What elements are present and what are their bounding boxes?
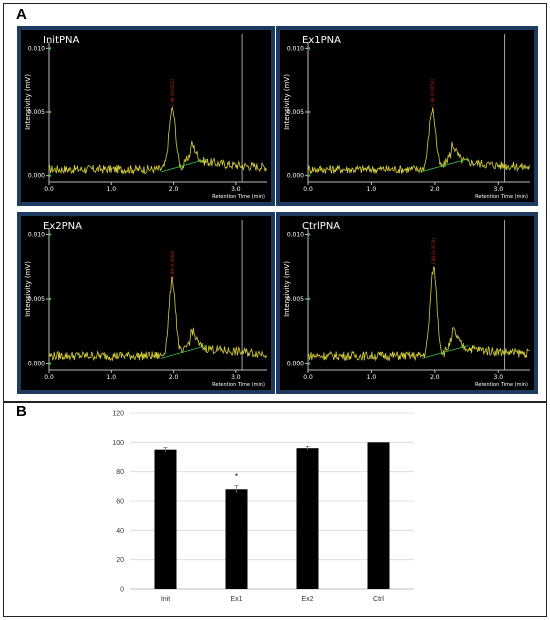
x-tick-label: Ex1 — [230, 596, 242, 603]
x-tick-label: 2.0 — [169, 186, 179, 193]
y-axis-label: Intensivity (mV) — [24, 74, 32, 130]
y-tick-dot — [307, 174, 311, 177]
chromatogram-title: Ex2PNA — [43, 221, 82, 232]
bar-chart: 0 20 40 60 80 100 120 Init * Ex1 Ex2 Ctrl — [112, 411, 414, 603]
y-tick-label: 0.000 — [287, 173, 304, 180]
y-tick-dot — [48, 297, 52, 301]
y-axis-label: Intensivity (mV) — [283, 74, 291, 130]
y-tick-dot — [48, 174, 52, 177]
y-tick-dot — [48, 362, 52, 365]
x-tick-label: Ctrl — [373, 596, 384, 603]
y-tick-label: 0.005 — [287, 109, 304, 116]
x-axis-label: Retention Time (min) — [475, 382, 528, 388]
bar-ex1 — [225, 489, 248, 589]
x-tick-label: 3.0 — [494, 374, 504, 381]
chromatogram-plot: 0.000 0.005 0.010 0.0 1.0 2.0 3.0 Intensivity (… — [24, 34, 267, 200]
x-tick-label: Ex2 — [301, 596, 313, 603]
y-tick-label: 0.000 — [28, 361, 45, 368]
y-tick-label: 0.005 — [287, 296, 304, 303]
x-tick-label: 2.0 — [169, 374, 179, 381]
y-tick-label: 20 — [116, 557, 124, 564]
y-tick-label: 0.010 — [28, 231, 45, 238]
y-tick-label: 40 — [116, 528, 124, 535]
y-axis-label: Intensivity (mV) — [283, 261, 291, 317]
y-tick-label: 0.000 — [287, 361, 304, 368]
y-tick-dot — [307, 47, 311, 50]
x-tick-label: 2.0 — [430, 186, 440, 193]
bar-ctrl — [367, 442, 390, 589]
y-tick-label: 120 — [112, 411, 124, 418]
y-tick-label: 80 — [116, 469, 124, 476]
peak-label: 1.96 (0.0052) — [430, 79, 435, 107]
y-tick-label: 0.005 — [28, 296, 45, 303]
panel-b-letter: B — [16, 403, 27, 420]
y-tick-label: 100 — [112, 440, 124, 447]
chromatogram-title: CtrlPNA — [302, 221, 341, 232]
x-tick-label: 2.0 — [430, 374, 440, 381]
y-tick-label: 0.010 — [28, 45, 45, 52]
bar-init — [154, 449, 177, 589]
y-tick-dot — [48, 47, 52, 50]
peak-label: 1.98 (0.0064) — [170, 250, 175, 278]
chromatogram-initpna: 0.000 0.005 0.010 0.0 1.0 2.0 3.0 Intensivity (… — [17, 26, 275, 206]
chromatogram-ex2pna: 0.000 0.005 0.010 0.0 1.0 2.0 3.0 Intensivity (… — [17, 212, 275, 394]
peak-label: 1.98 (0.0052) — [170, 79, 175, 107]
y-tick-dot — [307, 110, 311, 114]
bar-ex2 — [296, 448, 319, 589]
y-axis-label: Intensivity (mV) — [24, 261, 32, 317]
x-tick-label: 1.0 — [107, 186, 117, 193]
y-tick-label: 0.000 — [28, 173, 45, 180]
chromatogram-title: Ex1PNA — [302, 35, 341, 46]
x-tick-label: 0.0 — [44, 186, 54, 193]
y-tick-dot — [307, 233, 311, 236]
y-tick-label: 0.010 — [287, 45, 304, 52]
x-tick-label: 0.0 — [44, 374, 54, 381]
y-tick-dot — [48, 110, 52, 114]
chromatogram-ex1pna: 0.000 0.005 0.010 0.0 1.0 2.0 3.0 Intensivity (… — [276, 26, 538, 206]
x-tick-label: Init — [161, 596, 170, 603]
y-tick-label: 0.010 — [287, 231, 304, 238]
chromatogram-title: InitPNA — [43, 35, 80, 46]
signal-trace — [48, 276, 267, 362]
chromatogram-plot: 0.000 0.005 0.010 0.0 1.0 2.0 3.0 Intensivity (… — [24, 220, 267, 388]
y-tick-label: 60 — [116, 499, 124, 506]
x-tick-label: 1.0 — [107, 374, 117, 381]
signal-trace — [307, 266, 530, 362]
panel-a-letter: A — [16, 6, 27, 23]
x-tick-label: 0.0 — [303, 374, 313, 381]
peak-baseline — [420, 158, 468, 173]
y-tick-dot — [48, 233, 52, 236]
signal-trace — [48, 105, 267, 176]
chromatogram-plot: 0.000 0.005 0.010 0.0 1.0 2.0 3.0 Intensivity (… — [283, 220, 530, 388]
panel-b-frame: B 0 20 40 60 80 100 120 Init * Ex1 Ex2 Ctrl — [3, 402, 547, 617]
x-tick-label: 0.0 — [303, 186, 313, 193]
x-tick-label: 3.0 — [231, 186, 241, 193]
peak-baseline — [161, 158, 207, 173]
x-axis-label: Retention Time (min) — [212, 382, 265, 388]
significance-mark: * — [235, 472, 239, 482]
x-tick-label: 3.0 — [494, 186, 504, 193]
y-tick-label: 0 — [120, 587, 124, 594]
signal-trace — [307, 107, 530, 175]
panel-a-frame: A 0.000 0.005 0.010 0.0 1.0 2.0 3.0 Intensivity… — [3, 3, 547, 402]
chromatogram-ctrlpna: 0.000 0.005 0.010 0.0 1.0 2.0 3.0 Intensivity (… — [276, 212, 538, 394]
y-tick-dot — [307, 297, 311, 301]
x-tick-label: 3.0 — [231, 374, 241, 381]
peak-label: 1.98 (0.0074) — [431, 237, 436, 265]
peak-baseline — [161, 345, 207, 359]
x-axis-label: Retention Time (min) — [475, 194, 528, 200]
chromatogram-plot: 0.000 0.005 0.010 0.0 1.0 2.0 3.0 Intensivity (… — [283, 34, 530, 200]
x-tick-label: 1.0 — [367, 186, 377, 193]
x-tick-label: 1.0 — [367, 374, 377, 381]
x-axis-label: Retention Time (min) — [212, 194, 265, 200]
y-tick-dot — [307, 362, 311, 365]
y-tick-label: 0.005 — [28, 109, 45, 116]
peak-baseline — [422, 345, 469, 359]
